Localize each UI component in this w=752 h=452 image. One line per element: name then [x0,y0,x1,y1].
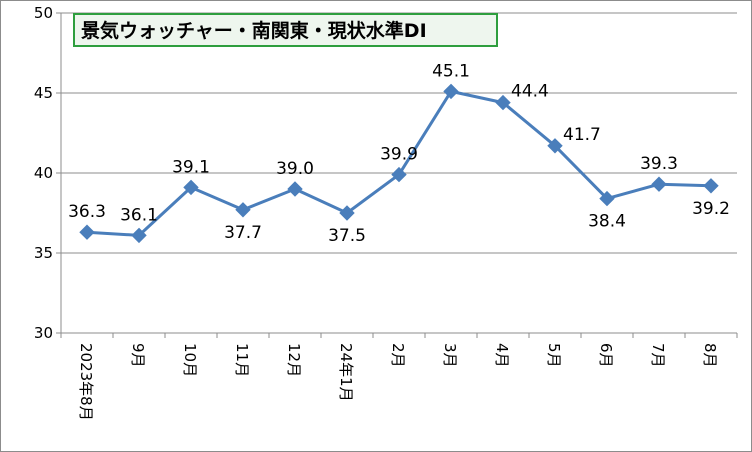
x-axis: 2023年8月 9月 10月 11月 12月 24年1月 2月 3月 4月 5月 6月 7月 8月 [60,333,738,421]
data-point-marker [599,190,615,207]
x-tick-label: 11月 [233,343,251,377]
x-tick-label: 10月 [181,343,199,377]
data-point-marker [651,176,667,192]
series-line [79,83,719,244]
chart-title: 景気ウォッチャー・南関東・現状水準DI [81,19,427,42]
x-tick-label: 7月 [649,343,667,368]
data-point-marker [703,178,719,194]
x-tick-label: 3月 [441,343,459,368]
data-labels: 36.3 36.1 39.1 37.7 39.0 37.5 39.9 45.1 44.4 41.7… [68,61,730,246]
x-tick-label: 2023年8月 [77,343,95,421]
data-point-marker [79,224,95,240]
data-point-marker [495,94,511,111]
x-tick-label: 24年1月 [337,343,355,402]
data-label: 38.4 [588,212,626,232]
y-tick-label: 30 [34,324,53,342]
data-label: 37.5 [328,226,366,246]
x-tick-label: 6月 [597,343,615,368]
y-axis: 30 35 40 45 50 [34,4,62,342]
data-label: 45.1 [432,61,470,81]
x-tick-label: 2月 [389,343,407,368]
data-point-marker [547,138,563,154]
y-tick-label: 45 [34,84,53,102]
data-label: 39.1 [172,157,210,177]
data-label: 39.0 [276,159,314,179]
x-tick-label: 5月 [545,343,563,368]
x-tick-label: 4月 [493,343,511,368]
data-label: 39.9 [380,145,418,165]
data-point-marker [287,181,303,197]
x-tick-label: 9月 [129,343,147,368]
chart-title-box: 景気ウォッチャー・南関東・現状水準DI [73,13,498,47]
data-label: 41.7 [563,125,601,145]
data-point-marker [131,227,147,244]
data-label: 39.3 [640,154,678,174]
x-tick-label: 8月 [701,343,719,368]
x-tick-label: 12月 [285,343,303,377]
data-point-marker [235,202,251,218]
data-label: 36.3 [68,202,106,222]
y-tick-label: 35 [34,244,53,262]
data-point-marker [183,179,199,196]
y-tick-label: 50 [34,4,53,22]
data-point-marker [339,205,355,221]
data-point-marker [391,166,407,183]
y-tick-label: 40 [34,164,53,182]
data-label: 37.7 [224,223,262,243]
data-label: 39.2 [692,199,730,219]
data-point-marker [443,83,459,100]
data-label: 36.1 [120,205,158,225]
data-label: 44.4 [511,82,549,102]
